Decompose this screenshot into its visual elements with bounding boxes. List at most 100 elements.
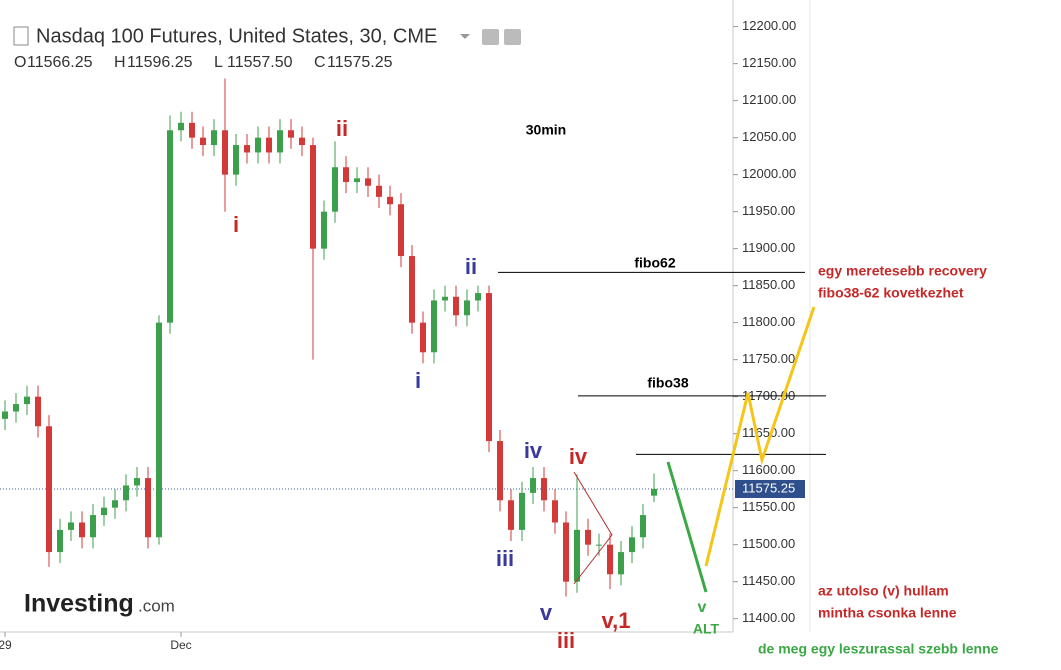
annotation: ALT <box>693 621 720 637</box>
candle-body <box>266 137 272 153</box>
collapse-icon[interactable] <box>13 26 29 46</box>
y-tick-label: 11600.00 <box>742 462 795 477</box>
annotation: v,1 <box>602 608 631 633</box>
y-tick-label: 12050.00 <box>742 129 796 144</box>
settings-icon[interactable] <box>504 29 521 45</box>
candle-body <box>200 137 206 146</box>
settings-icon[interactable] <box>482 29 499 45</box>
candle-body <box>299 137 305 146</box>
y-tick-label: 12150.00 <box>742 55 796 70</box>
candle-body <box>211 130 217 146</box>
candle-body <box>156 322 162 538</box>
ohlc-key: C <box>314 54 326 71</box>
y-tick-label: 11800.00 <box>742 314 795 329</box>
candle-body <box>409 256 415 323</box>
candle-body <box>541 478 547 501</box>
candle-body <box>585 529 591 545</box>
annotation: fibo62 <box>634 255 675 271</box>
candle-body <box>288 130 294 138</box>
y-tick-label: 11400.00 <box>742 610 795 625</box>
candle-body <box>145 478 151 538</box>
candle-body <box>552 500 558 523</box>
dropdown-icon[interactable] <box>460 34 470 39</box>
candle-body <box>101 507 107 516</box>
candle-body <box>123 485 129 501</box>
annotation: 30min <box>526 122 566 138</box>
candle-body <box>497 441 503 501</box>
candle-body <box>354 178 360 183</box>
candle-body <box>178 122 184 131</box>
annotation: mintha csonka lenne <box>818 605 957 621</box>
ohlc-value: 11575.25 <box>327 54 393 71</box>
ohlc-key: L <box>214 54 223 71</box>
candle-body <box>255 137 261 153</box>
candle-body <box>24 396 30 405</box>
candle-body <box>189 122 195 138</box>
candle-body <box>519 492 525 530</box>
logo-text: Investing <box>24 590 134 618</box>
annotation: fibo38 <box>647 375 688 391</box>
candle-body <box>530 478 536 493</box>
candle-body <box>321 211 327 249</box>
y-tick-label: 11750.00 <box>742 351 795 366</box>
annotation: egy meretesebb recovery <box>818 263 987 279</box>
ohlc-value: 11566.25 <box>27 54 93 71</box>
annotation: iv <box>569 444 588 469</box>
y-tick-label: 11900.00 <box>742 240 795 255</box>
candle-body <box>420 322 426 353</box>
annotation: iii <box>557 628 575 653</box>
candle-body <box>134 478 140 486</box>
y-tick-label: 12000.00 <box>742 166 796 181</box>
annotation: ii <box>465 254 477 279</box>
candle-body <box>233 145 239 175</box>
candle-body <box>244 145 250 153</box>
candle-body <box>90 515 96 538</box>
annotation: v <box>698 599 707 616</box>
candle-body <box>574 529 580 582</box>
annotation: i <box>415 368 421 393</box>
annotation: az utolso (v) hullam <box>818 583 949 599</box>
candle-body <box>310 145 316 249</box>
candle-body <box>277 130 283 153</box>
y-tick-label: 12200.00 <box>742 18 796 33</box>
y-tick-label: 12100.00 <box>742 92 796 107</box>
candle-body <box>167 130 173 323</box>
candle-body <box>35 396 41 427</box>
ohlc-value: 11596.25 <box>127 54 193 71</box>
candle-body <box>112 500 118 508</box>
candle-body <box>79 522 85 538</box>
annotation: v <box>540 600 553 625</box>
ohlc-key: H <box>114 54 126 71</box>
annotation: ii <box>336 116 348 141</box>
y-tick-label: 11950.00 <box>742 203 795 218</box>
y-tick-label: 11450.00 <box>742 573 795 588</box>
candle-body <box>46 426 52 553</box>
candle-body <box>618 552 624 575</box>
annotation: iv <box>524 438 543 463</box>
annotation: i <box>233 212 239 237</box>
candle-body <box>464 300 470 316</box>
candle-body <box>365 178 371 186</box>
ohlc-value: 11557.50 <box>227 54 293 71</box>
y-tick-label: 11850.00 <box>742 277 795 292</box>
candle-body <box>332 167 338 212</box>
plot: 11400.00 11450.00 11500.00 11550.00 11600.00… <box>0 18 826 652</box>
candle-body <box>431 300 437 353</box>
candle-body <box>222 130 228 175</box>
candle-body <box>475 293 481 301</box>
projection-zigzag <box>704 306 816 567</box>
last-price-label: 11575.25 <box>742 480 795 495</box>
ohlc-key: O <box>14 54 26 71</box>
candle-body <box>453 296 459 316</box>
candle-body <box>629 537 635 553</box>
candle-body <box>596 544 602 546</box>
candle-body <box>13 404 19 412</box>
y-tick-label: 11500.00 <box>742 536 795 551</box>
candle-body <box>398 204 404 257</box>
projection-line <box>666 461 708 593</box>
candle-body <box>376 185 382 197</box>
candle-body <box>343 167 349 183</box>
chart-title: Nasdaq 100 Futures, United States, 30, C… <box>36 25 437 47</box>
